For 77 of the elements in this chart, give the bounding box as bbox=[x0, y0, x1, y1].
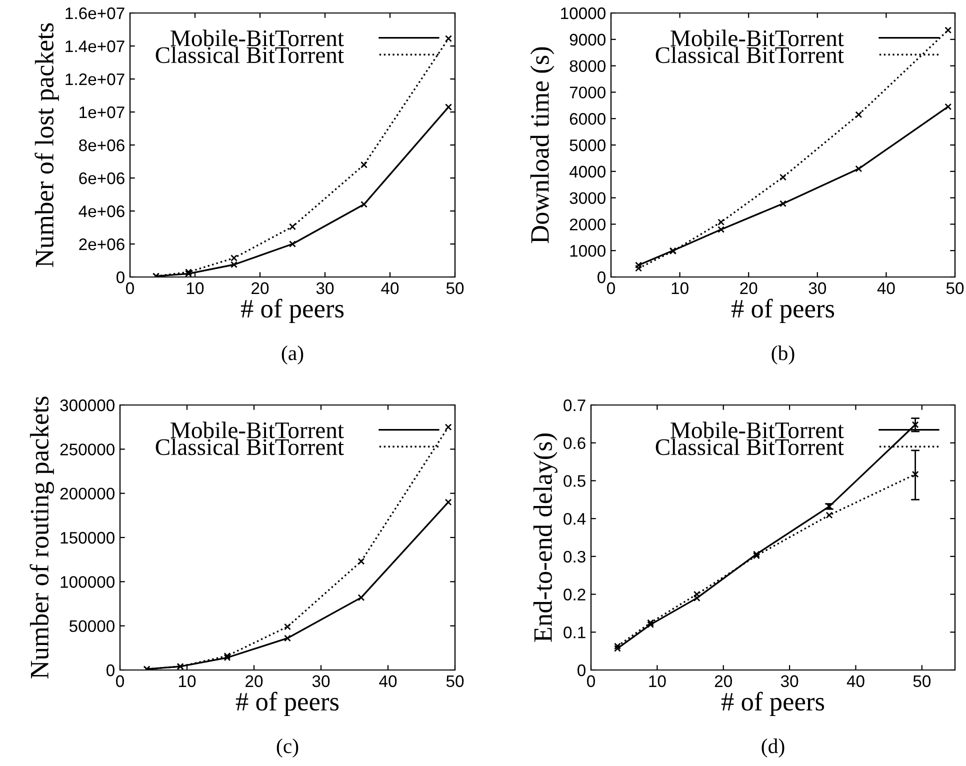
legend-label: Mobile-BitTorrent bbox=[170, 422, 344, 438]
x-tick-label: 50 bbox=[446, 675, 464, 688]
y-tick-label: 0.4 bbox=[564, 512, 586, 525]
y-tick-label: 0.6 bbox=[564, 437, 586, 450]
x-tick-label: 10 bbox=[187, 282, 204, 294]
y-tick-label: 5000 bbox=[570, 139, 606, 152]
x-axis-title: # of peers bbox=[731, 298, 834, 323]
y-tick-label: 9000 bbox=[570, 34, 606, 46]
y-tick-label: 50000 bbox=[69, 620, 114, 632]
text: (a) bbox=[282, 346, 304, 364]
x-tick-label: 0 bbox=[126, 282, 134, 294]
text: (c) bbox=[276, 738, 298, 758]
y-tick-label: 4000 bbox=[569, 166, 606, 178]
legend-label: Mobile-BitTorrent bbox=[170, 30, 344, 46]
y-tick-label: 3000 bbox=[570, 192, 606, 204]
y-tick-label: 250000 bbox=[60, 444, 114, 456]
x-tick-label: 40 bbox=[381, 282, 399, 294]
x-tick-label: 10 bbox=[179, 675, 196, 688]
x-tick-label: 50 bbox=[946, 282, 964, 294]
x-tick-label: 20 bbox=[252, 282, 269, 294]
x-tick-label: 50 bbox=[913, 675, 931, 688]
x-tick-label: 50 bbox=[446, 282, 464, 294]
x-tick-label: 30 bbox=[312, 675, 330, 688]
y-tick-label: 0.7 bbox=[564, 399, 586, 412]
y-axis-title: Number of lost packets bbox=[34, 23, 59, 267]
x-axis-title: # of peers bbox=[236, 692, 339, 716]
y-tick-label: 0.3 bbox=[564, 550, 586, 563]
y-tick-label: 0.5 bbox=[564, 475, 586, 487]
y-tick-label: 1000 bbox=[570, 245, 606, 257]
text: (b) bbox=[772, 346, 794, 364]
y-tick-label: 6e+06 bbox=[79, 172, 124, 184]
y-tick-label: 100000 bbox=[60, 576, 114, 588]
legend-label: Classical BitTorrent bbox=[656, 438, 844, 456]
y-tick-label: 1.6e+07 bbox=[66, 7, 124, 20]
y-axis-title: Number of routing packets bbox=[30, 396, 54, 679]
x-tick-label: 30 bbox=[808, 282, 826, 294]
legend-label: Classical BitTorrent bbox=[156, 46, 344, 64]
x-tick-label: 10 bbox=[649, 675, 666, 688]
y-axis-title: Download time (s) bbox=[530, 47, 554, 244]
x-tick-label: 20 bbox=[246, 675, 263, 688]
y-tick-label: 8000 bbox=[570, 60, 606, 72]
legend-label: Classical BitTorrent bbox=[156, 438, 344, 456]
y-tick-label: 0.2 bbox=[564, 588, 586, 600]
x-tick-label: 30 bbox=[316, 282, 334, 294]
legend-label: Mobile-BitTorrent bbox=[670, 422, 844, 438]
legend-label: Classical BitTorrent bbox=[656, 46, 844, 64]
y-tick-label: 150000 bbox=[60, 532, 114, 544]
y-tick-label: 0 bbox=[578, 664, 586, 676]
x-tick-label: 20 bbox=[714, 675, 732, 688]
y-tick-label: 8e+06 bbox=[79, 139, 124, 152]
y-tick-label: 300000 bbox=[60, 399, 114, 412]
y-tick-label: 2e+06 bbox=[79, 238, 124, 250]
y-tick-label: 1.4e+07 bbox=[66, 40, 124, 52]
x-tick-label: 10 bbox=[672, 282, 688, 294]
y-tick-label: 0.1 bbox=[564, 626, 586, 638]
x-axis-title: # of peers bbox=[240, 298, 344, 323]
x-tick-label: 40 bbox=[846, 675, 864, 688]
y-tick-label: 0 bbox=[598, 271, 606, 284]
y-axis-title: End-to-end delay(s) bbox=[533, 434, 558, 642]
x-tick-label: 30 bbox=[780, 675, 798, 688]
y-tick-label: 1e+07 bbox=[80, 106, 124, 118]
y-tick-label: 4e+06 bbox=[78, 205, 124, 218]
y-tick-label: 0 bbox=[116, 271, 124, 284]
y-tick-label: 10000 bbox=[561, 7, 606, 20]
x-tick-label: 40 bbox=[877, 282, 895, 294]
x-tick-label: 40 bbox=[379, 675, 397, 688]
x-axis-title: # of peers bbox=[721, 692, 824, 716]
y-tick-label: 2000 bbox=[570, 218, 606, 230]
y-tick-label: 0 bbox=[106, 664, 114, 676]
y-tick-label: 200000 bbox=[60, 488, 114, 500]
x-tick-label: 20 bbox=[740, 282, 758, 294]
y-tick-label: 1.2e+07 bbox=[66, 73, 124, 86]
y-tick-label: 6000 bbox=[570, 113, 606, 125]
legend-label: Mobile-BitTorrent bbox=[670, 30, 844, 46]
y-tick-label: 7000 bbox=[570, 86, 606, 98]
x-tick-label: 0 bbox=[607, 282, 615, 294]
text: (d) bbox=[762, 738, 784, 758]
